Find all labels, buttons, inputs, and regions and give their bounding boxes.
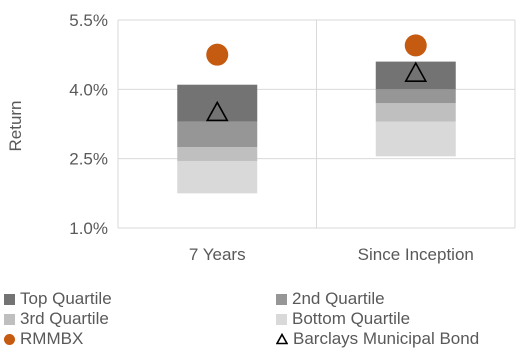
3rd-quartile-bar (177, 147, 258, 161)
axes: 1.0% 2.5% 4.0% 5.5% 7 Years Since Inception (69, 11, 474, 264)
triangle-icon (276, 333, 288, 345)
legend-label-top-quartile: Top Quartile (20, 289, 112, 308)
bottom-quartile-bar (375, 121, 456, 157)
benchmark-markers (205, 34, 428, 122)
legend-label-barclays: Barclays Municipal Bond (293, 329, 480, 348)
y-tick-label: 5.5% (69, 11, 108, 30)
legend-item-barclays: Barclays Municipal Bond (276, 329, 479, 349)
x-category-label: Since Inception (358, 245, 474, 264)
quartile-bars (177, 61, 456, 194)
y-tick-label: 4.0% (69, 80, 108, 99)
y-tick-label: 2.5% (69, 150, 108, 169)
legend-item-bottom-quartile: Bottom Quartile (276, 309, 410, 329)
legend-label-rmmbx: RMMBX (20, 329, 84, 348)
legend-label-bottom-quartile: Bottom Quartile (292, 309, 411, 328)
2nd-quartile-swatch (276, 293, 287, 305)
y-axis-label: Return (6, 100, 25, 151)
top-quartile-bar (375, 61, 456, 90)
barclays-marker (404, 61, 428, 82)
3rd-quartile-bar (375, 103, 456, 122)
legend-label-3rd-quartile: 3rd Quartile (20, 309, 109, 328)
bottom-quartile-bar (177, 160, 258, 194)
rmmbx-marker (206, 43, 229, 66)
y-tick-label: 1.0% (69, 219, 108, 238)
top-quartile-swatch (4, 293, 15, 305)
legend-item-2nd-quartile: 2nd Quartile (276, 289, 385, 309)
2nd-quartile-bar (375, 89, 456, 104)
x-category-label: 7 Years (189, 245, 246, 264)
legend-item-3rd-quartile: 3rd Quartile (4, 309, 109, 329)
legend-item-rmmbx: RMMBX (4, 329, 83, 349)
2nd-quartile-bar (177, 121, 258, 148)
chart-legend: Top Quartile 2nd Quartile 3rd Quartile B… (4, 289, 524, 357)
bottom-quartile-swatch (276, 313, 287, 325)
3rd-quartile-swatch (4, 313, 15, 325)
legend-label-2nd-quartile: 2nd Quartile (292, 289, 385, 308)
legend-item-top-quartile: Top Quartile (4, 289, 112, 309)
barclays-marker (205, 100, 229, 122)
rmmbx-dot-icon (4, 333, 15, 345)
rmmbx-marker (404, 34, 427, 57)
